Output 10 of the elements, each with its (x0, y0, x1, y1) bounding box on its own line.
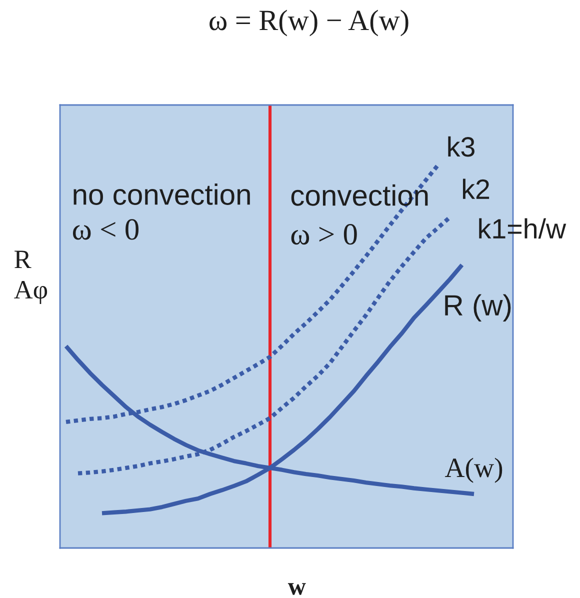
annotation: R (w) (445, 294, 511, 322)
series-label: k3 (448, 136, 474, 157)
annotation: ω > 0 (291, 224, 357, 245)
series-label: k2 (462, 178, 490, 199)
annotation: ω < 0 (72, 219, 139, 240)
y-axis-title: R Aφ (14, 250, 48, 304)
series-label: A(w) (444, 458, 502, 483)
chart-title: ω = R(w) − A(w) (210, 10, 408, 36)
annotation: no convection (74, 184, 250, 205)
x-axis-title: w (288, 583, 306, 595)
